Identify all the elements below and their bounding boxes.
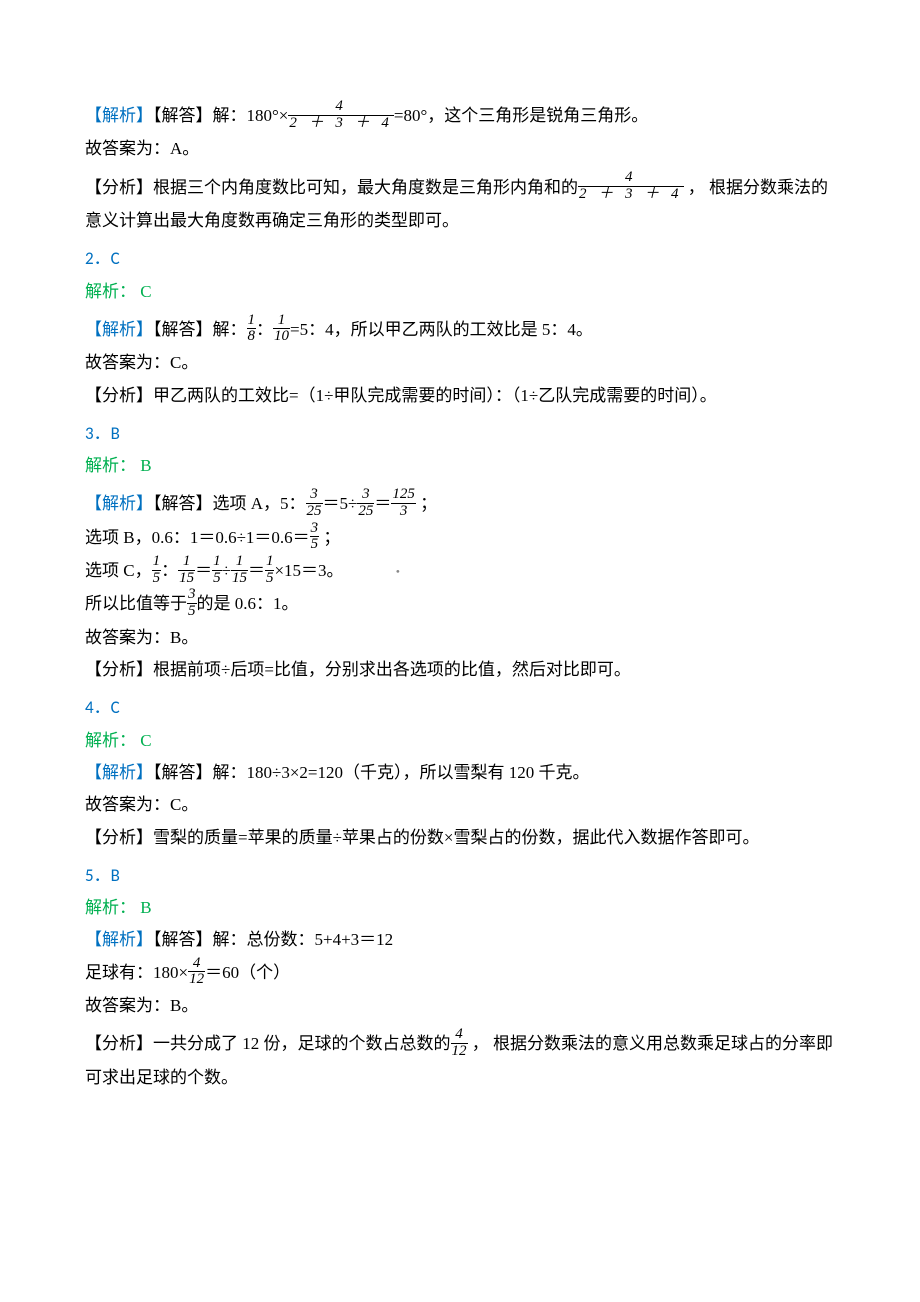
q4-number: 4．C [85, 692, 835, 724]
q3-lineA: 【解析】【解答】选项 A，5：325＝5÷325＝1253 ； [85, 488, 835, 521]
text: ； [416, 494, 437, 513]
q3-jiexi: 解析： B [85, 450, 835, 482]
text: ＝60（个） [205, 963, 290, 982]
text: ÷ [222, 561, 231, 580]
text: ＝ [248, 561, 265, 580]
text: ： [256, 320, 273, 339]
fraction: 115 [178, 554, 195, 587]
q4-answer-line: 故答案为：C。 [85, 789, 835, 821]
text: ： [161, 561, 178, 580]
analysis-label: 【解析】 [85, 930, 153, 949]
q4-solution-line: 【解析】【解答】解：180÷3×2=120（千克），所以雪梨有 120 千克。 [85, 757, 835, 789]
text: 选项 B，0.6：1＝0.6÷1＝0.6＝ [85, 528, 310, 547]
q4-fenxi: 【分析】雪梨的质量=苹果的质量÷苹果占的份数×雪梨占的份数，据此代入数据作答即可… [85, 822, 835, 854]
q3-number: 3．B [85, 418, 835, 450]
text: 【分析】一共分成了 12 份，足球的个数占总数的 [85, 1034, 451, 1053]
fraction: 325 [357, 487, 374, 520]
q3-lineC: 选项 C，15：115＝15÷115＝15×15＝3。 • [85, 555, 835, 588]
q2-jiexi: 解析： C [85, 276, 835, 308]
q1-fenxi: 【分析】根据三个内角度数比可知，最大角度数是三角形内角和的42 ＋ 3 ＋ 4 … [85, 172, 835, 238]
fraction: 15 [265, 554, 275, 587]
text: 所以比值等于 [85, 594, 187, 613]
q5-fenxi: 【分析】一共分成了 12 份，足球的个数占总数的412 ， 根据分数乘法的意义用… [85, 1028, 835, 1094]
fraction: 15 [212, 554, 222, 587]
document-page: 【解析】【解答】解：180°×42 ＋ 3 ＋ 4=80°，这个三角形是锐角三角… [0, 0, 920, 1154]
q5-answer-line: 故答案为：B。 [85, 990, 835, 1022]
q5-solution-line2: 足球有：180×412＝60（个） [85, 957, 835, 990]
q2-solution-line: 【解析】【解答】解：18：110=5：4，所以甲乙两队的工效比是 5：4。 [85, 314, 835, 347]
text: 【解答】解：总份数：5+4+3＝12 [153, 930, 393, 949]
text: ＝ [374, 494, 391, 513]
text: ； [319, 528, 340, 547]
q1-answer-line: 故答案为：A。 [85, 133, 835, 165]
q3-answer-line: 故答案为：B。 [85, 622, 835, 654]
watermark-dot: • [396, 565, 400, 579]
q2-fenxi: 【分析】甲乙两队的工效比=（1÷甲队完成需要的时间）：（1÷乙队完成需要的时间）… [85, 380, 835, 412]
q5-solution-line1: 【解析】【解答】解：总份数：5+4+3＝12 [85, 924, 835, 956]
text: 的是 0.6：1。 [197, 594, 299, 613]
q2-answer-line: 故答案为：C。 [85, 347, 835, 379]
fraction: 1253 [391, 487, 416, 520]
fraction: 412 [188, 956, 205, 989]
q1-solution-line: 【解析】【解答】解：180°×42 ＋ 3 ＋ 4=80°，这个三角形是锐角三角… [85, 100, 835, 133]
text: 足球有：180× [85, 963, 188, 982]
fraction: 18 [247, 313, 257, 346]
q2-number: 2．C [85, 243, 835, 275]
fraction: 325 [306, 487, 323, 520]
q5-jiexi: 解析： B [85, 892, 835, 924]
text: ＝ [195, 561, 212, 580]
analysis-label: 【解析】 [85, 763, 153, 782]
text: 【分析】根据三个内角度数比可知，最大角度数是三角形内角和的 [85, 178, 578, 197]
analysis-label: 【解析】【解答】解：180°× [85, 106, 288, 125]
text: ＝5÷ [323, 494, 358, 513]
q4-jiexi: 解析： C [85, 725, 835, 757]
text: =80°，这个三角形是锐角三角形。 [394, 106, 648, 125]
q5-number: 5．B [85, 860, 835, 892]
text: 选项 C， [85, 561, 152, 580]
fraction: 35 [187, 587, 197, 620]
fraction: 412 [451, 1027, 468, 1060]
q3-lineB: 选项 B，0.6：1＝0.6÷1＝0.6＝35 ； [85, 522, 835, 555]
fraction: 110 [273, 313, 290, 346]
fraction: 15 [152, 554, 162, 587]
fraction: 115 [231, 554, 248, 587]
fraction: 42 ＋ 3 ＋ 4 [578, 170, 684, 203]
analysis-label: 【解析】【解答】选项 A，5： [85, 494, 306, 513]
text: ×15＝3。 [274, 561, 343, 580]
fraction: 42 ＋ 3 ＋ 4 [288, 99, 394, 132]
text: =5：4，所以甲乙两队的工效比是 5：4。 [290, 320, 593, 339]
text: 【解答】解：180÷3×2=120（千克），所以雪梨有 120 千克。 [153, 763, 590, 782]
q3-lineD: 所以比值等于35的是 0.6：1。 [85, 588, 835, 621]
fraction: 35 [310, 521, 320, 554]
q3-fenxi: 【分析】根据前项÷后项=比值，分别求出各选项的比值，然后对比即可。 [85, 654, 835, 686]
analysis-label: 【解析】【解答】解： [85, 320, 247, 339]
